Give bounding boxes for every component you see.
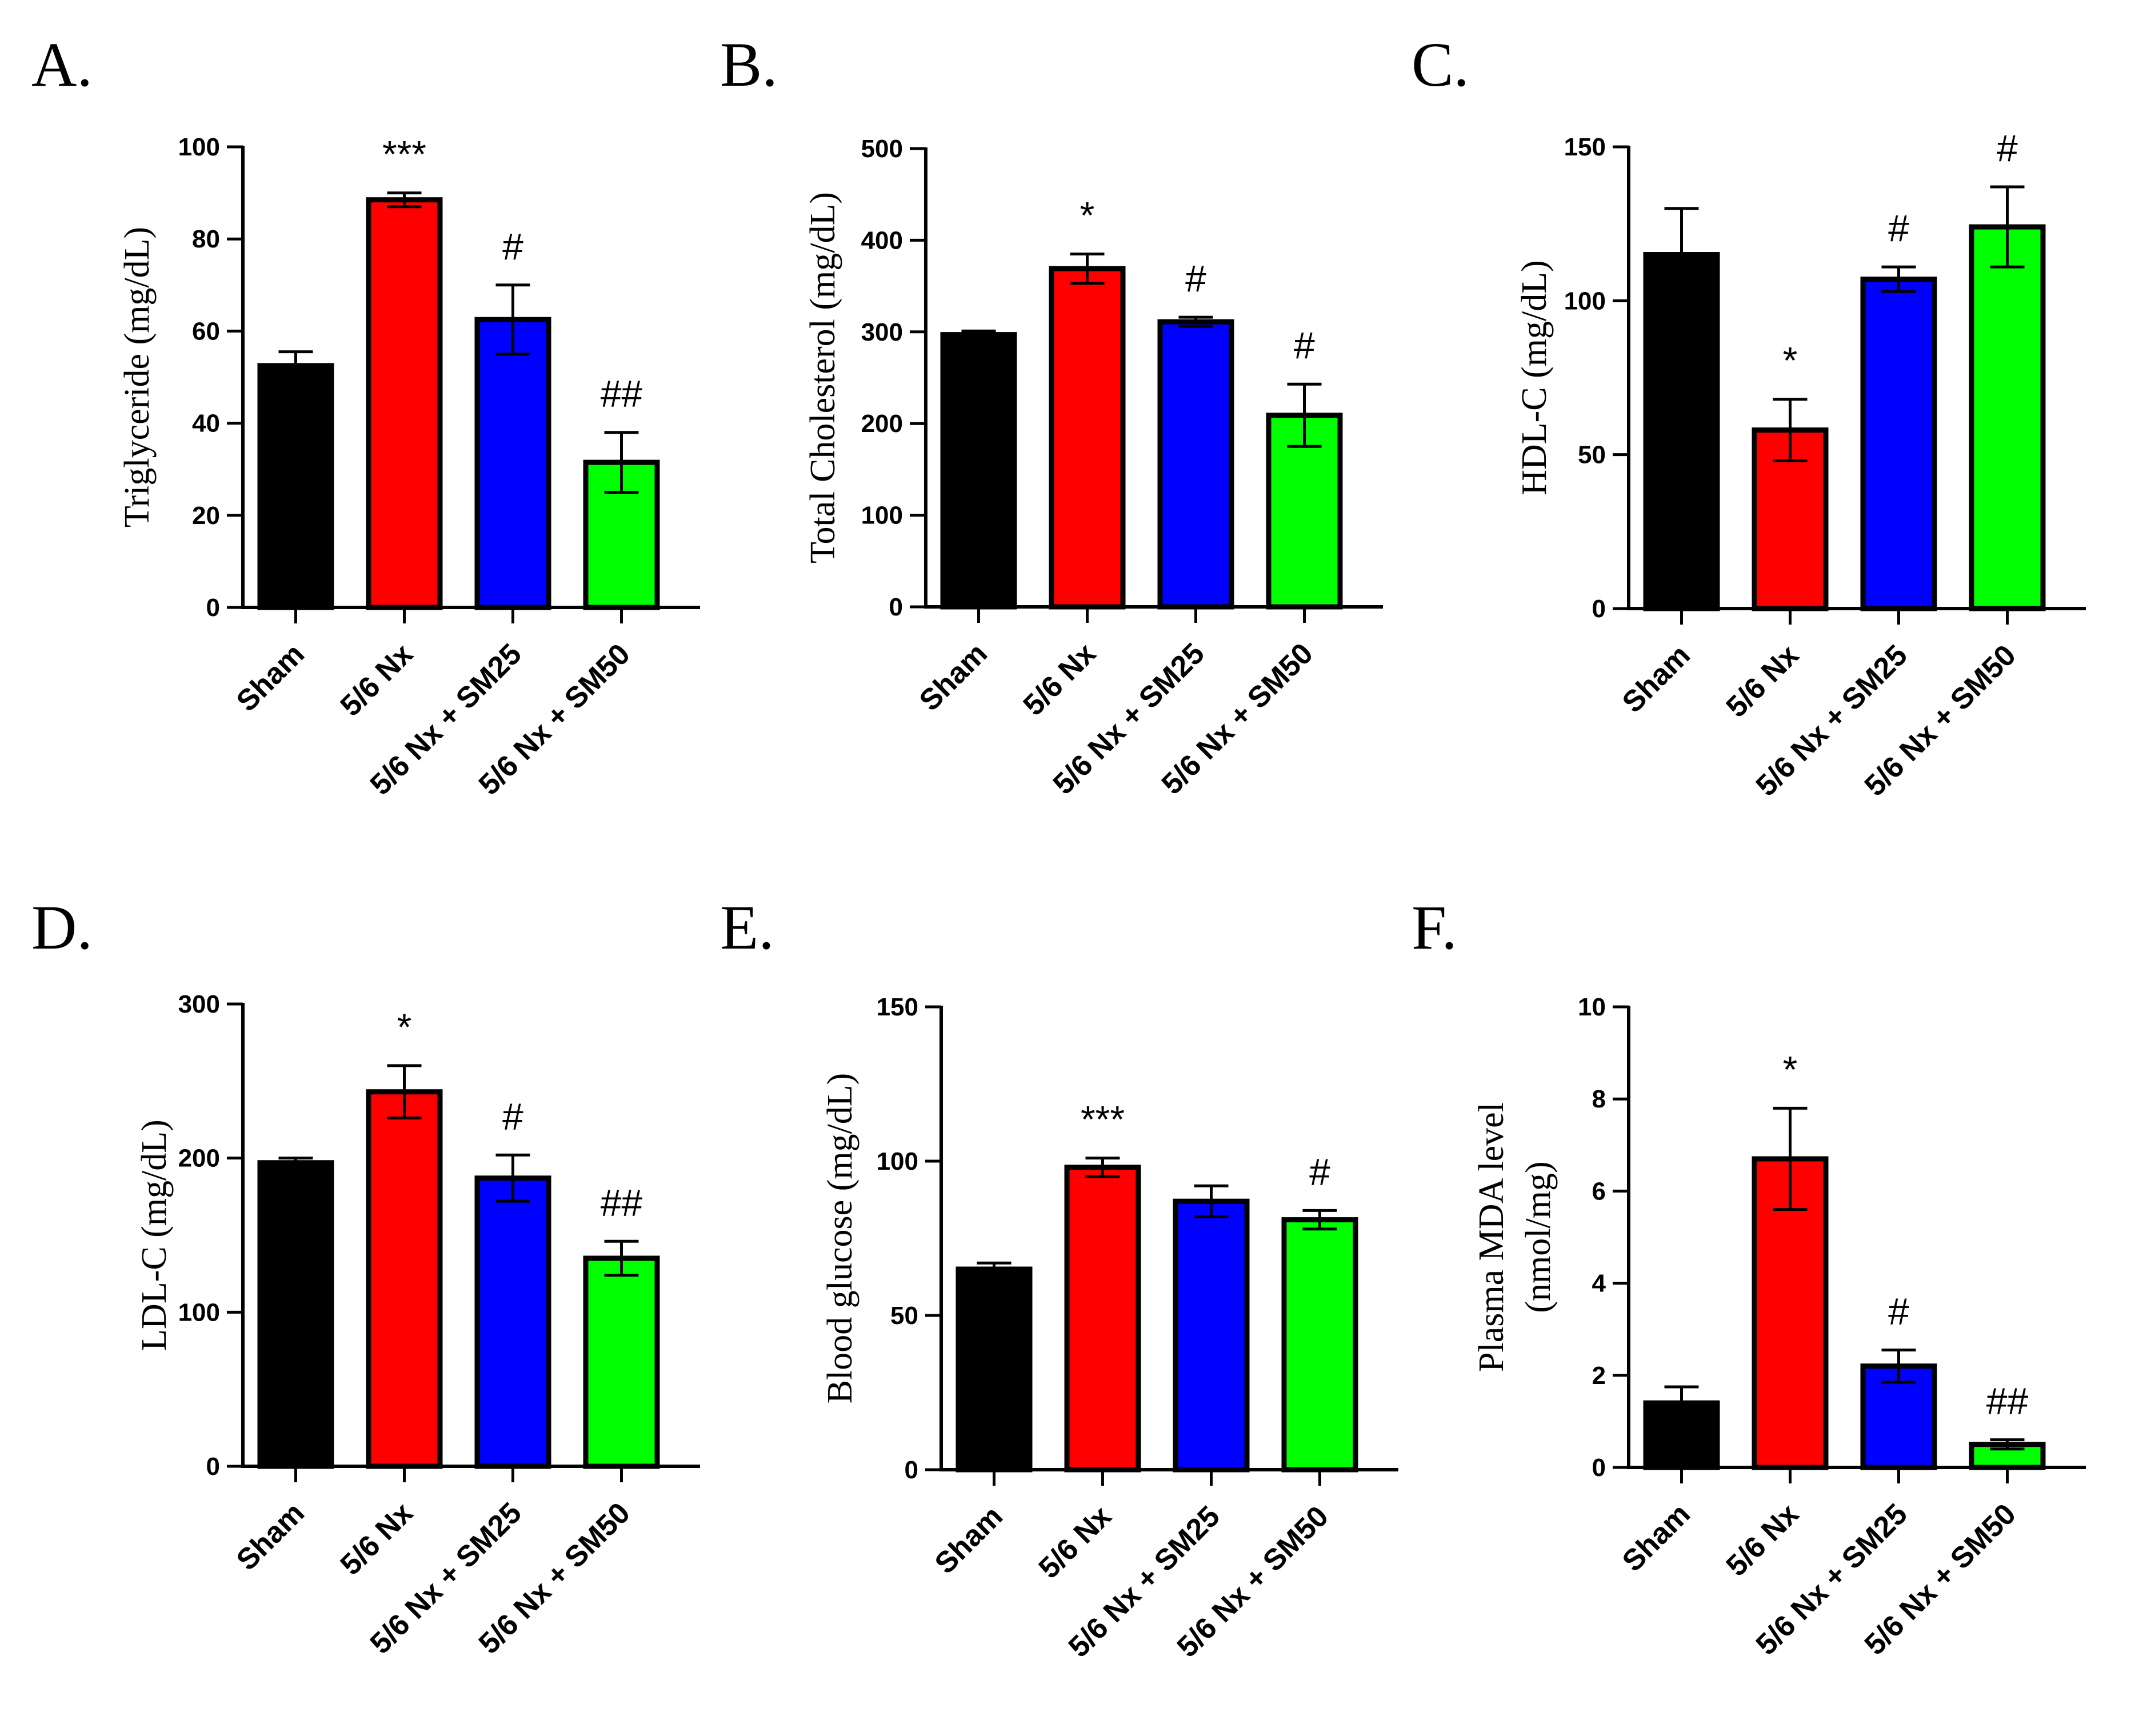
y-tick-label: 40 (192, 410, 220, 438)
x-category-label: Sham (230, 637, 311, 718)
bar-3 (474, 317, 551, 610)
significance-label: # (1888, 1290, 1909, 1332)
y-tick-label: 0 (1592, 595, 1606, 623)
bar-4 (583, 1255, 660, 1469)
x-category-label: 5/6 Nx (1017, 637, 1102, 722)
y-tick-label: 200 (861, 410, 903, 438)
y-tick-label: 50 (1578, 441, 1606, 469)
significance-label: # (1997, 127, 2018, 169)
y-tick-label: 20 (192, 502, 220, 530)
chart-panel-1: A. Triglyceride (mg/dL) 0 20 40 60 80 100 Sham **… (31, 30, 700, 802)
significance-label: * (1783, 339, 1798, 382)
bar-3 (1860, 277, 1937, 611)
y-tick-label: 100 (178, 133, 220, 161)
significance-label: *** (382, 133, 426, 175)
x-category-label: 5/6 Nx (1033, 1499, 1118, 1585)
bar-2 (366, 197, 443, 610)
panel-letter: B. (720, 30, 778, 99)
significance-label: * (1080, 194, 1095, 236)
significance-label: * (1783, 1048, 1798, 1090)
panel-letter: D. (31, 893, 93, 962)
y-tick-label: 100 (178, 1298, 220, 1326)
y-tick-label: 0 (1592, 1454, 1606, 1482)
significance-label: ## (601, 373, 643, 415)
bar-1 (257, 1160, 334, 1469)
bar-3 (1173, 1198, 1250, 1473)
y-tick-label: 400 (861, 226, 903, 254)
panel-letter: A. (31, 30, 93, 99)
y-tick-label: 500 (861, 135, 903, 163)
chart-panel-5: E. Blood glucose (mg/dL) 0 50 100 150 Sham *** 5… (720, 893, 1398, 1664)
bar-2 (1064, 1165, 1141, 1473)
y-tick-label: 0 (206, 1453, 220, 1481)
panel-letter: E. (720, 893, 774, 962)
x-category-label: Sham (1616, 638, 1697, 719)
y-tick-label: 150 (1564, 133, 1606, 161)
bar-1 (955, 1266, 1033, 1473)
significance-label: # (1888, 207, 1909, 249)
y-tick-label: 200 (178, 1145, 220, 1173)
y-tick-label: 10 (1578, 993, 1606, 1021)
y-tick-label: 150 (877, 993, 918, 1021)
significance-label: # (1294, 324, 1315, 366)
y-tick-label: 100 (861, 502, 903, 530)
chart-panel-2: B. Total Cholesterol (mg/dL) 0 100 200 300 400… (720, 30, 1383, 801)
significance-label: # (1185, 257, 1206, 299)
y-tick-label: 6 (1592, 1177, 1606, 1205)
y-tick-label: 2 (1592, 1362, 1606, 1390)
significance-label: # (1309, 1150, 1330, 1193)
bar-4 (1969, 224, 2046, 611)
x-category-label: 5/6 Nx (1720, 1497, 1805, 1582)
y-axis-label: Total Cholesterol (mg/dL) (803, 192, 842, 563)
y-tick-label: 60 (192, 317, 220, 345)
y-axis-label-units: (nmol/mg) (1519, 1161, 1558, 1313)
bar-2 (1049, 266, 1126, 610)
chart-panel-6: F. Plasma MDA level (nmol/mg) 0 2 4 6 8 10 Sham * 5… (1412, 893, 2086, 1662)
bar-1 (257, 363, 334, 610)
y-tick-label: 4 (1592, 1270, 1606, 1298)
y-tick-label: 0 (889, 593, 903, 621)
x-category-label: Sham (929, 1499, 1009, 1580)
panel-letter: C. (1412, 30, 1469, 99)
bar-3 (474, 1175, 551, 1469)
x-category-label: Sham (1616, 1497, 1697, 1578)
y-tick-label: 8 (1592, 1085, 1606, 1113)
bar-1 (940, 332, 1017, 610)
y-tick-label: 80 (192, 225, 220, 253)
significance-label: # (502, 1095, 523, 1137)
y-tick-label: 0 (905, 1456, 918, 1484)
significance-label: * (397, 1006, 412, 1048)
y-axis-label: Plasma MDA level (1472, 1102, 1511, 1372)
bar-2 (366, 1089, 443, 1469)
significance-label: *** (1081, 1098, 1125, 1141)
y-axis-label: Blood glucose (mg/dL) (821, 1073, 859, 1404)
y-tick-label: 300 (178, 990, 220, 1018)
significance-label: ## (601, 1181, 643, 1223)
x-category-label: 5/6 Nx (1720, 638, 1805, 723)
y-tick-label: 100 (877, 1147, 918, 1175)
x-category-label: Sham (913, 637, 994, 717)
y-tick-label: 50 (890, 1302, 918, 1330)
bar-1 (1643, 252, 1720, 611)
y-tick-label: 300 (861, 318, 903, 346)
y-tick-label: 100 (1564, 287, 1606, 315)
y-axis-label: HDL-C (mg/dL) (1515, 260, 1554, 495)
bar-3 (1157, 319, 1234, 610)
x-category-label: Sham (230, 1496, 311, 1577)
x-category-label: 5/6 Nx (334, 1496, 419, 1581)
y-tick-label: 0 (206, 594, 220, 622)
x-category-label: 5/6 Nx (334, 637, 419, 722)
y-axis-label: LDL-C (mg/dL) (135, 1119, 174, 1351)
significance-label: ## (1986, 1380, 2029, 1422)
significance-label: # (502, 225, 523, 267)
y-axis-label: Triglyceride (mg/dL) (118, 227, 157, 527)
bar-4 (1281, 1217, 1358, 1473)
panel-letter: F. (1412, 893, 1457, 962)
